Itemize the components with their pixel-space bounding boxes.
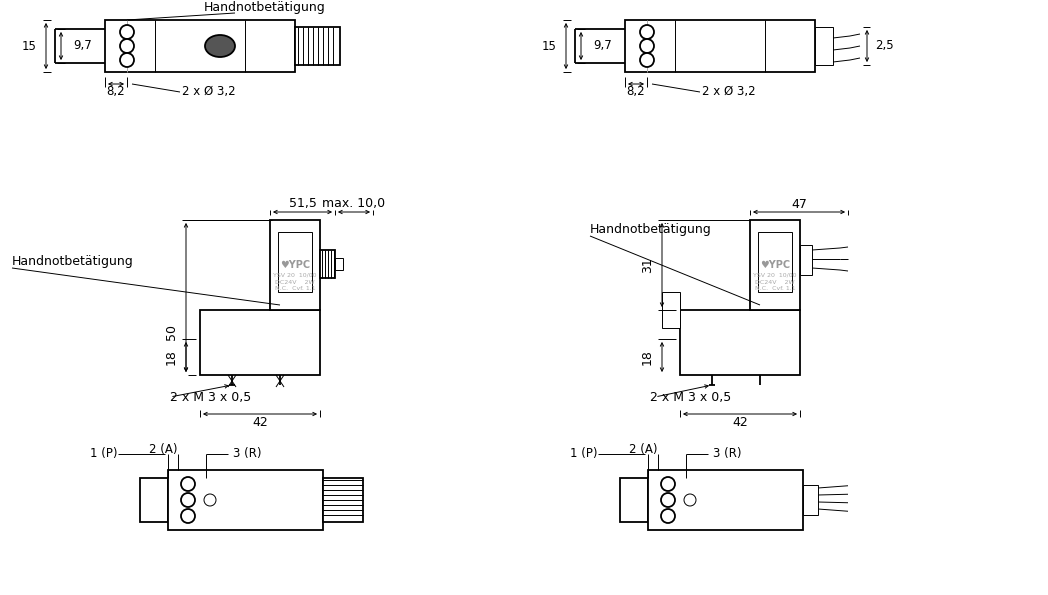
Text: 42: 42 [733,416,748,430]
Bar [270,220,320,310]
Circle shape [121,25,134,39]
Text: 8,2: 8,2 [627,86,646,99]
Text: Handnotbetätigung: Handnotbetätigung [12,255,134,268]
Text: 2 (A): 2 (A) [629,443,657,456]
Bar [758,232,792,292]
Text: 1 (P): 1 (P) [570,447,598,461]
Text: DC24V    2W: DC24V 2W [276,280,314,284]
Text: 47: 47 [791,198,807,211]
Text: 3 (R): 3 (R) [713,447,742,461]
Circle shape [661,493,675,507]
Text: N.C.  Cvf. 1.1: N.C. Cvf. 1.1 [275,287,315,292]
Text: 15: 15 [22,39,37,52]
Text: 2 x Ø 3,2: 2 x Ø 3,2 [182,86,236,99]
Bar [335,258,343,270]
Bar [648,470,803,530]
Circle shape [121,39,134,53]
Circle shape [121,53,134,67]
Circle shape [661,509,675,523]
Bar [168,470,323,530]
Bar [105,20,294,72]
Text: Handnotbetätigung: Handnotbetätigung [204,1,326,14]
Bar [750,220,800,310]
Bar [294,27,340,65]
Bar [278,232,312,292]
Text: DC24V    2W: DC24V 2W [756,280,794,284]
Bar [320,250,335,278]
Text: 2 (A): 2 (A) [149,443,177,456]
Bar [200,310,320,375]
Text: 50: 50 [165,324,178,340]
Text: 31: 31 [641,257,654,273]
Bar [620,478,648,522]
Circle shape [640,53,654,67]
Text: 18: 18 [165,349,178,365]
Bar [323,478,363,522]
Text: YSV 20  10/00: YSV 20 10/00 [754,273,796,277]
Circle shape [181,493,195,507]
Circle shape [661,477,675,491]
Text: 42: 42 [253,416,268,430]
Text: 1 (P): 1 (P) [90,447,118,461]
Text: 8,2: 8,2 [107,86,126,99]
Circle shape [684,494,696,506]
Text: 2,5: 2,5 [875,39,894,52]
Bar [800,245,812,275]
Circle shape [640,25,654,39]
Bar [140,478,168,522]
Text: YSV 20  10/00: YSV 20 10/00 [274,273,316,277]
Text: max. 10,0: max. 10,0 [323,198,386,211]
Circle shape [204,494,216,506]
Bar [662,292,680,328]
Text: 9,7: 9,7 [73,39,92,52]
Circle shape [181,509,195,523]
Text: N.C.  Cvf. 1.1: N.C. Cvf. 1.1 [755,287,795,292]
Ellipse shape [205,35,235,57]
Text: 3 (R): 3 (R) [233,447,262,461]
Text: Handnotbetätigung: Handnotbetätigung [590,224,712,236]
Text: 9,7: 9,7 [593,39,612,52]
Text: ♥YPC: ♥YPC [280,260,310,270]
Text: ♥YPC: ♥YPC [760,260,790,270]
Bar [803,485,818,515]
Circle shape [181,477,195,491]
Text: 2 x Ø 3,2: 2 x Ø 3,2 [702,86,756,99]
Circle shape [640,39,654,53]
Text: 2 x M 3 x 0,5: 2 x M 3 x 0,5 [650,390,732,403]
Bar [815,27,833,65]
Text: 51,5: 51,5 [288,198,316,211]
Text: 2 x M 3 x 0,5: 2 x M 3 x 0,5 [170,390,252,403]
Text: 15: 15 [542,39,556,52]
Bar [680,310,800,375]
Text: 18: 18 [641,349,654,365]
Bar [625,20,815,72]
